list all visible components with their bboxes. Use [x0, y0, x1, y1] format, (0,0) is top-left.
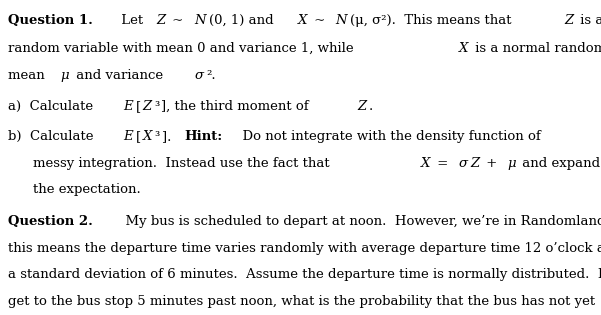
- Text: Do not integrate with the density function of: Do not integrate with the density functi…: [234, 130, 545, 143]
- Text: Question 2.: Question 2.: [8, 215, 93, 228]
- Text: =: =: [433, 157, 453, 169]
- Text: Let: Let: [117, 14, 148, 27]
- Text: σ: σ: [459, 157, 468, 169]
- Text: ².: ².: [207, 69, 216, 82]
- Text: ].: ].: [162, 130, 179, 143]
- Text: X: X: [142, 130, 152, 143]
- Text: a standard deviation of 6 minutes.  Assume the departure time is normally distri: a standard deviation of 6 minutes. Assum…: [8, 268, 601, 281]
- Text: ³: ³: [154, 100, 159, 113]
- Text: X: X: [421, 157, 431, 169]
- Text: get to the bus stop 5 minutes past noon, what is the probability that the bus ha: get to the bus stop 5 minutes past noon,…: [8, 295, 595, 308]
- Text: Z: Z: [470, 157, 480, 169]
- Text: ~: ~: [168, 14, 188, 27]
- Text: is a standard normal: is a standard normal: [576, 14, 601, 27]
- Text: Z: Z: [357, 100, 366, 113]
- Text: and expand the cube inside: and expand the cube inside: [519, 157, 601, 169]
- Text: a)  Calculate: a) Calculate: [8, 100, 97, 113]
- Text: Question 1.: Question 1.: [8, 14, 93, 27]
- Text: random variable with mean 0 and variance 1, while: random variable with mean 0 and variance…: [8, 42, 358, 54]
- Text: Z: Z: [564, 14, 573, 27]
- Text: N: N: [335, 14, 347, 27]
- Text: the expectation.: the expectation.: [33, 183, 141, 196]
- Text: Hint:: Hint:: [185, 130, 223, 143]
- Text: .: .: [369, 100, 373, 113]
- Text: My bus is scheduled to depart at noon.  However, we’re in Randomland, and: My bus is scheduled to depart at noon. H…: [117, 215, 601, 228]
- Text: X: X: [297, 14, 307, 27]
- Text: (0, 1) and: (0, 1) and: [209, 14, 278, 27]
- Text: Z: Z: [142, 100, 151, 113]
- Text: [: [: [136, 130, 141, 143]
- Text: X: X: [459, 42, 469, 54]
- Text: messy integration.  Instead use the fact that: messy integration. Instead use the fact …: [33, 157, 334, 169]
- Text: E: E: [123, 100, 133, 113]
- Text: (μ, σ²).  This means that: (μ, σ²). This means that: [350, 14, 516, 27]
- Text: Z: Z: [156, 14, 166, 27]
- Text: and variance: and variance: [72, 69, 167, 82]
- Text: mean: mean: [8, 69, 49, 82]
- Text: ], the third moment of: ], the third moment of: [161, 100, 313, 113]
- Text: ~: ~: [310, 14, 329, 27]
- Text: μ: μ: [507, 157, 516, 169]
- Text: +: +: [482, 157, 502, 169]
- Text: σ: σ: [195, 69, 204, 82]
- Text: N: N: [194, 14, 206, 27]
- Text: μ: μ: [61, 69, 69, 82]
- Text: ³: ³: [154, 130, 160, 143]
- Text: E: E: [124, 130, 133, 143]
- Text: is a normal random variable with: is a normal random variable with: [471, 42, 601, 54]
- Text: b)  Calculate: b) Calculate: [8, 130, 97, 143]
- Text: [: [: [136, 100, 141, 113]
- Text: this means the departure time varies randomly with average departure time 12 o’c: this means the departure time varies ran…: [8, 242, 601, 255]
